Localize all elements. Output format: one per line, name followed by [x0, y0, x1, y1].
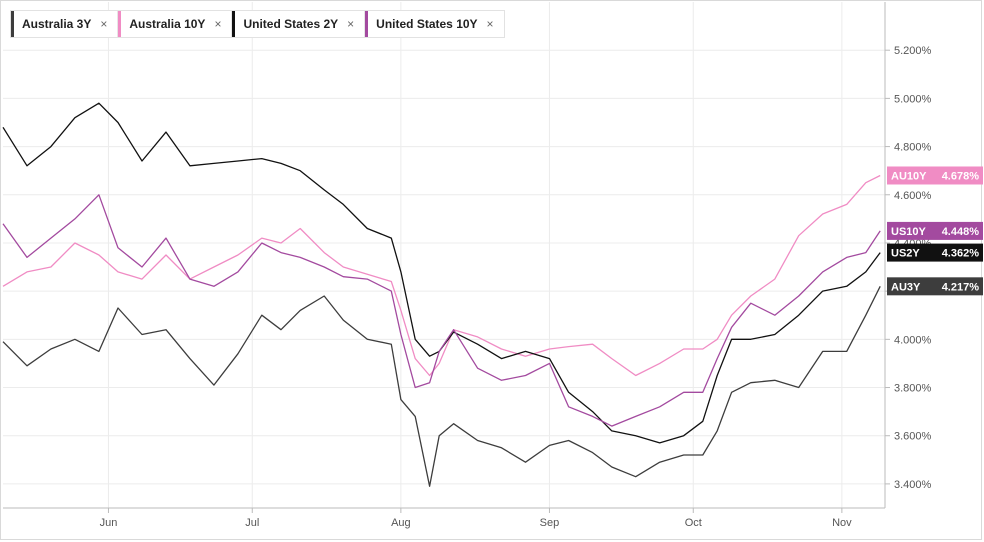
series-line-us2y [2, 102, 881, 444]
value-tag-name: AU10Y [891, 170, 927, 182]
legend: Australia 3Y × Australia 10Y × United St… [10, 10, 505, 38]
value-tag-value: 4.448% [942, 226, 980, 238]
y-tick-label: 4.600% [894, 190, 932, 202]
series-line-au10y [2, 174, 881, 377]
y-tick-label: 3.600% [894, 431, 932, 443]
value-tag-us2y [887, 243, 983, 262]
series-line-us10y [2, 194, 881, 427]
y-tick-label: 3.800% [894, 383, 932, 395]
legend-item-united-states-2y[interactable]: United States 2Y × [232, 11, 366, 37]
y-tick-label: 4.000% [894, 334, 932, 346]
close-icon[interactable]: × [486, 17, 494, 31]
close-icon[interactable]: × [347, 17, 355, 31]
value-tag-value: 4.362% [942, 248, 980, 260]
y-tick-label: 3.400% [894, 479, 932, 491]
value-tag-value: 4.678% [942, 170, 980, 182]
x-tick-label: Nov [832, 517, 852, 529]
value-tag-value: 4.217% [942, 281, 980, 293]
x-tick-label: Aug [391, 517, 411, 529]
value-tag-au3y [887, 277, 983, 296]
close-icon[interactable]: × [100, 17, 108, 31]
legend-label: United States 2Y [243, 17, 339, 31]
series-line-au3y [2, 286, 881, 487]
y-tick-label: 5.000% [894, 93, 932, 105]
legend-item-australia-10y[interactable]: Australia 10Y × [118, 11, 233, 37]
legend-item-united-states-10y[interactable]: United States 10Y × [365, 11, 503, 37]
legend-item-australia-3y[interactable]: Australia 3Y × [11, 11, 119, 37]
legend-label: Australia 3Y [22, 17, 92, 31]
value-tag-us10y [887, 221, 983, 240]
value-tag-name: AU3Y [891, 281, 921, 293]
x-tick-label: Jun [100, 517, 118, 529]
close-icon[interactable]: × [214, 17, 222, 31]
x-tick-label: Sep [540, 517, 560, 529]
legend-label: United States 10Y [376, 17, 478, 31]
x-tick-label: Oct [685, 517, 702, 529]
legend-label: Australia 10Y [129, 17, 206, 31]
y-tick-label: 5.200% [894, 45, 932, 57]
value-tag-name: US2Y [891, 248, 920, 260]
value-tag-au10y [887, 166, 983, 185]
y-tick-label: 4.800% [894, 142, 932, 154]
value-tag-name: US10Y [891, 226, 927, 238]
x-tick-label: Jul [245, 517, 259, 529]
